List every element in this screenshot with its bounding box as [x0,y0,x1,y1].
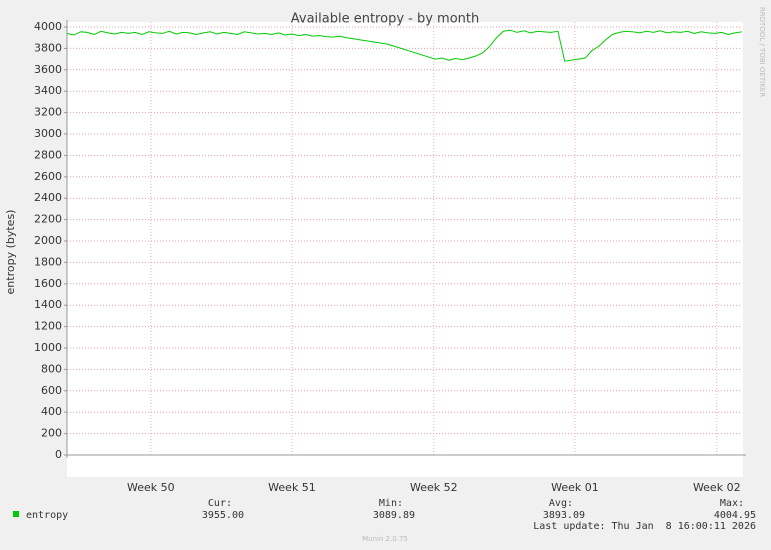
x-tick-label: Week 50 [127,481,175,494]
stat-label: Min: [379,498,403,509]
data-line [66,29,743,62]
stat-label: Cur: [208,498,232,509]
y-tick-label: 600 [41,384,62,397]
stat-label: Avg: [549,498,573,509]
y-tick-label: 3200 [34,106,62,119]
plot-area [67,22,743,477]
footer: Munin 2.0.75 [362,535,408,543]
x-tick-label: Week 51 [268,481,316,494]
last-update: Last update: Thu Jan 8 16:00:11 2026 [533,521,756,532]
y-tick-label: 2400 [34,191,62,204]
y-tick-label: 2200 [34,213,62,226]
x-tick-label: Week 02 [693,481,741,494]
chart-title: Available entropy - by month [291,12,480,27]
legend-swatch [13,511,19,517]
y-tick-label: 1400 [34,298,62,311]
legend-label: entropy [26,510,68,521]
y-tick-label: 0 [55,448,62,461]
x-tick-label: Week 01 [551,481,599,494]
y-tick-label: 200 [41,427,62,440]
y-tick-label: 4000 [34,20,62,33]
y-tick-label: 1600 [34,277,62,290]
y-tick-label: 3000 [34,127,62,140]
y-tick-label: 3400 [34,84,62,97]
y-tick-label: 800 [41,362,62,375]
y-axis-label: entropy (bytes) [4,210,17,295]
y-tick-label: 2000 [34,234,62,247]
y-tick-label: 1800 [34,255,62,268]
y-tick-label: 1000 [34,341,62,354]
legend: entropy Cur: 3955.00 Min: 3089.89 Avg: 3… [13,498,756,532]
y-tick-label: 3800 [34,41,62,54]
credit: RRDTOOL / TOBI OETIKER [758,7,766,97]
stat-value: 3893.09 [543,510,585,521]
y-tick-label: 2600 [34,170,62,183]
y-tick-label: 2800 [34,148,62,161]
x-tick-label: Week 52 [410,481,458,494]
y-tick-label: 400 [41,405,62,418]
stat-value: 4004.95 [714,510,756,521]
stat-value: 3089.89 [373,510,415,521]
y-tick-label: 1200 [34,320,62,333]
stat-label: Max: [720,498,744,509]
y-tick-label: 3600 [34,63,62,76]
stat-value: 3955.00 [202,510,244,521]
